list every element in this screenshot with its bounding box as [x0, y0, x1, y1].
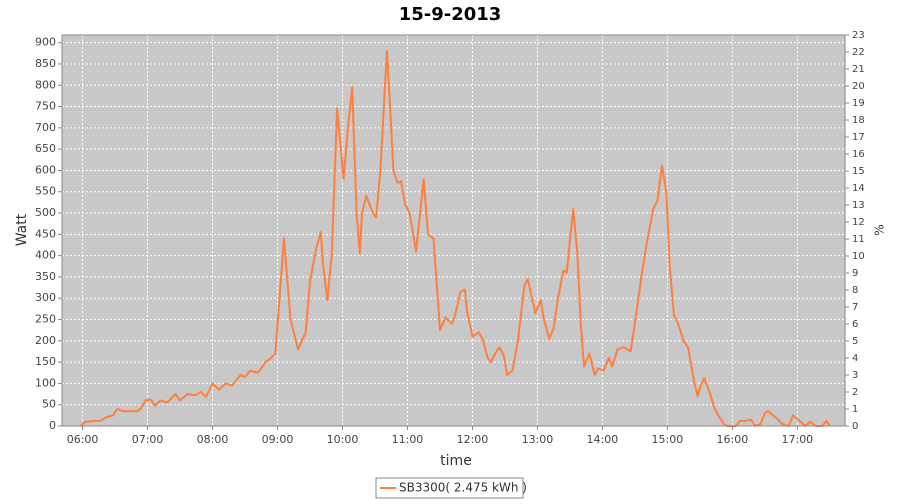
y-tick-label: 700 — [35, 121, 56, 134]
y2-tick-label: 7 — [852, 302, 858, 313]
legend-box — [375, 477, 524, 499]
y2-tick-label: 22 — [852, 47, 865, 58]
y2-tick-label: 13 — [852, 200, 865, 211]
x-tick-label: 15:00 — [652, 433, 684, 446]
y2-tick-label: 17 — [852, 132, 865, 143]
y-tick-label: 0 — [49, 419, 56, 432]
y2-tick-label: 23 — [852, 30, 865, 41]
x-tick-label: 14:00 — [587, 433, 619, 446]
y-tick-label: 250 — [35, 313, 56, 326]
x-tick-label: 06:00 — [67, 433, 99, 446]
y2-tick-label: 11 — [852, 234, 865, 245]
x-tick-label: 09:00 — [262, 433, 294, 446]
y-tick-label: 600 — [35, 163, 56, 176]
x-tick-label: 07:00 — [132, 433, 164, 446]
x-axis-label: time — [440, 453, 472, 469]
y-tick-label: 900 — [35, 36, 56, 49]
x-tick-label: 10:00 — [327, 433, 359, 446]
y-axis-label: Watt — [14, 213, 30, 246]
y-tick-label: 650 — [35, 142, 56, 155]
y2-tick-label: 5 — [852, 336, 858, 347]
y2-tick-label: 18 — [852, 115, 865, 126]
y2-tick-label: 2 — [852, 387, 858, 398]
y2-tick-label: 15 — [852, 166, 865, 177]
y-tick-label: 450 — [35, 227, 56, 240]
y-tick-label: 750 — [35, 100, 56, 113]
x-tick-label: 12:00 — [457, 433, 489, 446]
y2-tick-label: 20 — [852, 81, 865, 92]
y2-tick-label: 3 — [852, 370, 858, 381]
y-tick-label: 350 — [35, 270, 56, 283]
y-tick-label: 100 — [35, 376, 56, 389]
y2-tick-label: 19 — [852, 98, 865, 109]
x-tick-label: 13:00 — [522, 433, 554, 446]
plot-area — [61, 34, 846, 427]
y-tick-label: 150 — [35, 355, 56, 368]
y2-tick-label: 9 — [852, 268, 858, 279]
y2-tick-label: 1 — [852, 404, 858, 415]
y2-tick-label: 8 — [852, 285, 858, 296]
y-tick-label: 850 — [35, 57, 56, 70]
y-tick-label: 550 — [35, 185, 56, 198]
data-line — [79, 50, 831, 427]
x-tick-label: 08:00 — [197, 433, 229, 446]
y-tick-label: 500 — [35, 206, 56, 219]
plot-border — [61, 34, 846, 427]
y-tick-label: 200 — [35, 334, 56, 347]
y2-axis-label: % — [873, 224, 887, 235]
y-tick-label: 300 — [35, 291, 56, 304]
y2-tick-label: 16 — [852, 149, 865, 160]
y2-tick-label: 14 — [852, 183, 865, 194]
y2-tick-label: 21 — [852, 64, 865, 75]
x-tick-label: 11:00 — [392, 433, 424, 446]
y-tick-label: 400 — [35, 249, 56, 262]
y2-tick-label: 12 — [852, 217, 865, 228]
legend-label: SB3300( 2.475 kWh ) — [399, 481, 527, 495]
y2-tick-label: 4 — [852, 353, 858, 364]
y2-tick-label: 6 — [852, 319, 858, 330]
chart-title: 15-9-2013 — [399, 4, 502, 25]
y2-tick-label: 10 — [852, 251, 865, 262]
x-tick-label: 16:00 — [717, 433, 749, 446]
x-tick-label: 17:00 — [781, 433, 813, 446]
y-tick-label: 50 — [42, 398, 56, 411]
y-tick-label: 800 — [35, 78, 56, 91]
y2-tick-label: 0 — [852, 421, 858, 432]
